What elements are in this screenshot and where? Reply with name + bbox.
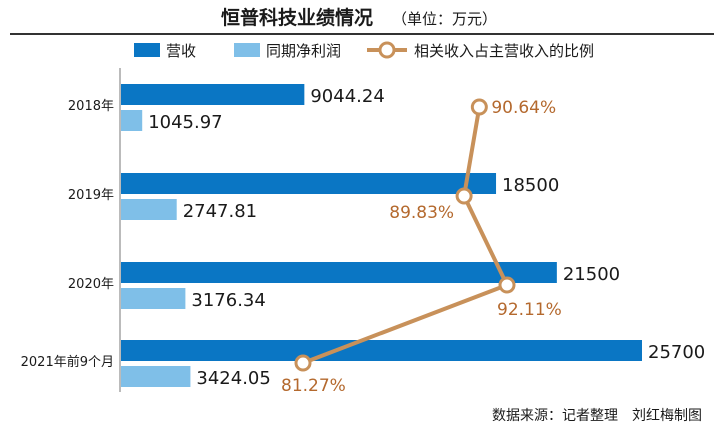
ratio-point — [498, 276, 516, 294]
legend-label-ratio: 相关收入占主营收入的比例 — [414, 42, 594, 60]
ratio-line — [302, 106, 509, 365]
ratio-value-label: 90.64% — [491, 98, 556, 118]
category-label: 2021年前9个月 — [21, 354, 114, 370]
revenue-bar — [121, 84, 305, 105]
ratio-point — [455, 187, 473, 205]
legend: 营收 同期净利润 相关收入占主营收入的比例 — [134, 41, 594, 60]
ratio-value-label: 81.27% — [281, 376, 346, 396]
category-label: 2019年 — [68, 188, 114, 203]
chart-unit: （单位：万元） — [392, 10, 497, 28]
revenue-bar — [121, 340, 642, 361]
net-profit-value-label: 2747.81 — [183, 201, 257, 222]
category-label: 2020年 — [68, 277, 114, 292]
revenue-value-label: 18500 — [502, 175, 559, 196]
net-profit-value-label: 3424.05 — [196, 368, 270, 389]
net-profit-bar — [121, 288, 186, 309]
revenue-value-label: 21500 — [563, 264, 620, 285]
net-profit-bar — [121, 110, 143, 131]
net-profit-value-label: 3176.34 — [191, 290, 265, 311]
legend-label-net-profit: 同期净利润 — [266, 42, 341, 60]
legend-marker-ratio — [378, 41, 396, 59]
legend-swatch-revenue — [134, 43, 160, 57]
net-profit-value-label: 1045.97 — [148, 112, 222, 133]
title-rule — [10, 33, 714, 35]
chart-title: 恒普科技业绩情况 — [221, 6, 373, 29]
net-profit-bar — [121, 199, 177, 220]
revenue-value-label: 9044.24 — [310, 86, 384, 107]
ratio-line-layer: 90.64% 89.83% 92.11% 81.27% — [281, 98, 562, 396]
legend-swatch-net-profit — [234, 43, 260, 57]
ratio-point — [294, 354, 312, 372]
legend-label-revenue: 营收 — [166, 42, 196, 60]
ratio-value-label: 92.11% — [497, 300, 562, 320]
category-labels: 2018年 2019年 2020年 2021年前9个月 — [21, 99, 114, 370]
category-label: 2018年 — [68, 99, 114, 114]
bars-layer: 9044.24 18500 21500 25700 1045.97 2747.81 3176… — [121, 84, 705, 389]
ratio-point — [470, 98, 488, 116]
revenue-value-label: 25700 — [648, 342, 705, 363]
source-note: 数据来源：记者整理 刘红梅制图 — [492, 408, 702, 424]
net-profit-bar — [121, 366, 191, 387]
revenue-bar — [121, 262, 557, 283]
ratio-value-label: 89.83% — [389, 203, 454, 223]
revenue-bar — [121, 173, 497, 194]
